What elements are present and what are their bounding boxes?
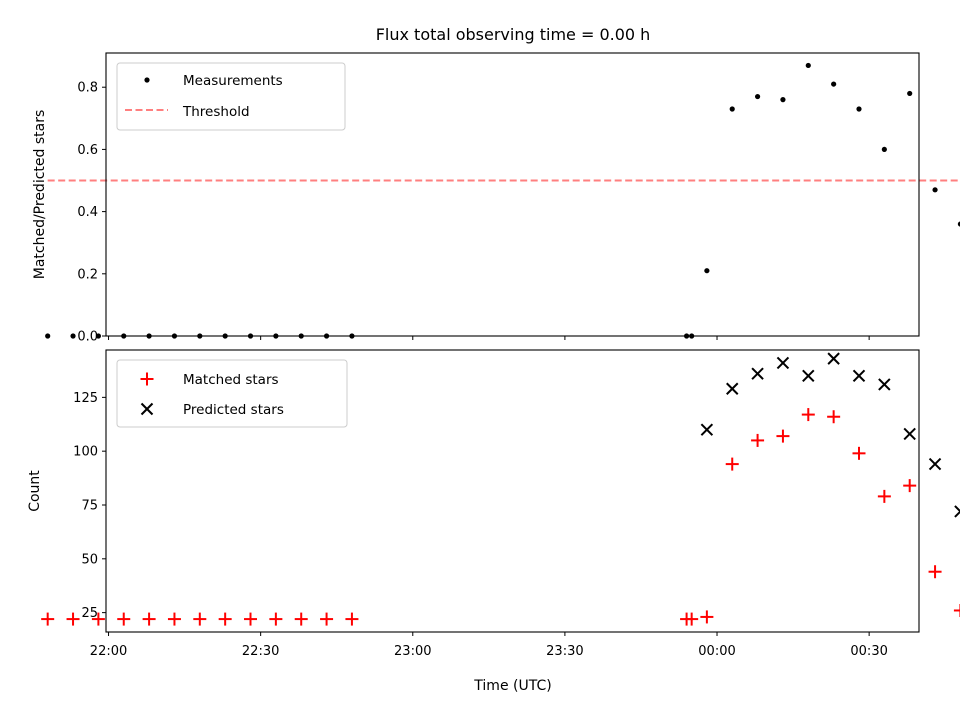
ratio-marks: [45, 62, 960, 339]
matched-star-point: [776, 429, 790, 443]
measurement-point: [780, 97, 786, 103]
matched-star-point: [751, 433, 765, 447]
x-tick-label: 00:30: [850, 644, 887, 659]
legend-matched-label: Matched stars: [183, 372, 279, 388]
measurement-point: [907, 90, 913, 97]
predicted-star-point: [852, 369, 866, 383]
ratio-y-tick-label: 0.4: [77, 205, 98, 220]
predicted-star-point: [827, 352, 840, 365]
matched-star-point: [91, 612, 105, 626]
matched-star-point: [700, 610, 714, 624]
matched-star-point: [877, 489, 891, 503]
count-y-tick-label: 125: [73, 391, 98, 406]
predicted-star-point: [726, 382, 739, 395]
matched-star-point: [852, 446, 866, 460]
matched-star-point: [725, 457, 739, 471]
count-legend-box: [116, 359, 348, 428]
ratio-legend: Measurements Threshold: [116, 62, 346, 131]
matched-star-point: [827, 410, 841, 424]
count-y-tick-label: 25: [81, 606, 98, 621]
matched-star-point: [269, 612, 283, 626]
predicted-star-point: [878, 378, 891, 391]
legend-predicted-label: Predicted stars: [183, 402, 284, 418]
measurement-point: [881, 146, 887, 153]
measurement-point: [754, 93, 761, 100]
legend-matched-marker: [140, 372, 154, 386]
measurement-point: [805, 62, 811, 69]
count-axis-ticks: 25 50 75 100 125 22:00 22:30 23:00 23:30 00:00 00:…: [73, 391, 888, 659]
ratio-y-tick-label: 0.8: [77, 81, 98, 96]
matched-star-point: [928, 565, 942, 579]
ratio-panel: 0.00.20.40.60.8 Matched/Predicted stars …: [32, 52, 960, 345]
chart-title: Flux total observing time = 0.00 h: [376, 25, 651, 44]
ratio-y-tick-label: 0.0: [77, 330, 98, 345]
matched-star-point: [41, 612, 55, 626]
x-tick-label: 22:00: [90, 644, 127, 659]
measurement-point: [831, 81, 837, 87]
legend-measurements-marker: [144, 77, 150, 83]
matched-star-point: [193, 612, 207, 626]
measurement-point: [932, 187, 938, 193]
matched-star-point: [294, 612, 308, 626]
x-axis-label: Time (UTC): [473, 678, 551, 694]
predicted-star-point: [928, 457, 942, 471]
matched-star-point: [244, 612, 258, 626]
matched-star-point: [218, 612, 232, 626]
matched-star-point: [167, 612, 181, 626]
measurement-point: [95, 333, 101, 339]
matched-star-point: [142, 612, 156, 626]
matched-star-point: [801, 408, 815, 422]
count-y-axis-label: Count: [27, 470, 43, 512]
count-y-tick-label: 75: [81, 498, 98, 513]
measurement-point: [856, 106, 862, 112]
count-panel: 25 50 75 100 125 22:00 22:30 23:00 23:30 00:00 00:…: [27, 349, 960, 694]
predicted-star-point: [751, 367, 764, 380]
measurement-point: [704, 268, 710, 274]
x-tick-label: 00:00: [698, 644, 735, 659]
legend-predicted-marker: [140, 402, 154, 416]
matched-star-point: [117, 612, 131, 626]
ratio-y-tick-label: 0.6: [77, 143, 98, 158]
x-tick-label: 23:00: [394, 644, 431, 659]
matched-star-point: [685, 612, 699, 626]
count-legend: Matched stars Predicted stars: [116, 359, 348, 428]
predicted-star-point: [700, 423, 714, 436]
matched-star-point: [953, 603, 960, 617]
matched-star-point: [320, 612, 334, 626]
matched-star-point: [66, 612, 80, 626]
measurement-point: [729, 106, 735, 112]
matched-star-point: [903, 479, 917, 493]
x-tick-label: 22:30: [242, 644, 279, 659]
ratio-axis-ticks: 0.0 0.2 0.4 0.6 0.8: [77, 81, 870, 345]
measurement-point: [70, 333, 76, 339]
ratio-y-tick-label: 0.2: [77, 267, 98, 282]
count-y-tick-label: 100: [73, 445, 98, 460]
legend-threshold-label: Threshold: [182, 104, 250, 120]
predicted-star-point: [954, 505, 960, 518]
ratio-y-axis-label: Matched/Predicted stars: [32, 110, 48, 280]
x-tick-label: 23:30: [546, 644, 583, 659]
ratio-plot-frame: [105, 52, 920, 337]
count-marks: [41, 352, 960, 626]
count-plot-frame: [105, 349, 920, 633]
count-y-tick-label: 50: [81, 552, 98, 567]
legend-measurements-label: Measurements: [183, 73, 283, 89]
predicted-star-point: [776, 356, 790, 370]
predicted-star-point: [903, 427, 916, 441]
ratio-legend-box: [116, 62, 346, 131]
predicted-star-point: [802, 369, 815, 383]
matched-star-point: [345, 612, 359, 626]
measurement-point: [957, 221, 960, 227]
measurement-point: [45, 333, 51, 339]
